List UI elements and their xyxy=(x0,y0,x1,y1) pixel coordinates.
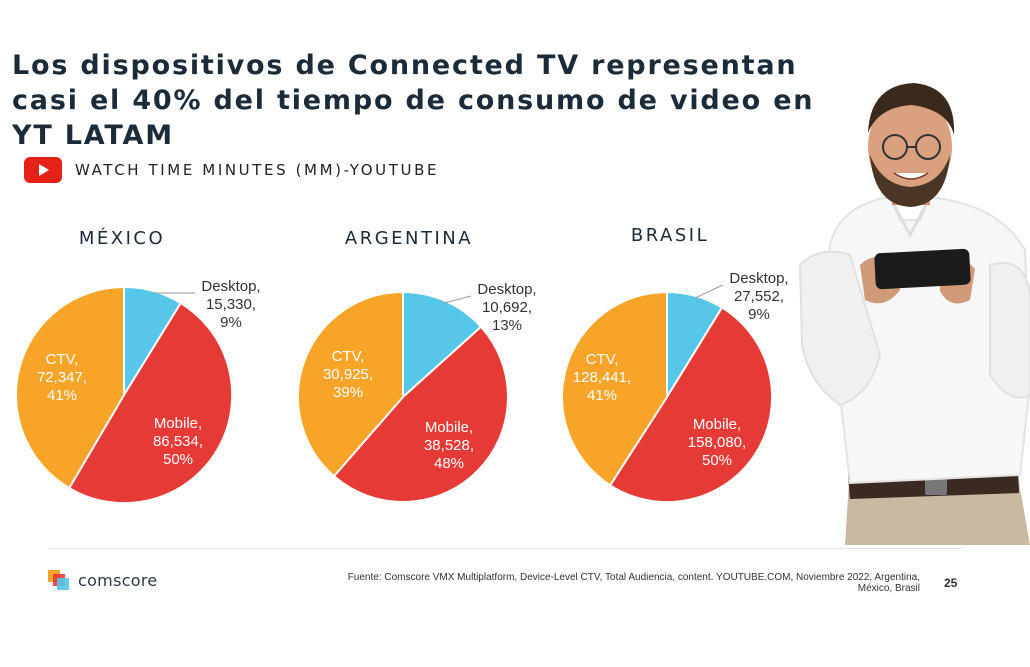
pie-title: BRASIL xyxy=(631,225,709,246)
pie-title: ARGENTINA xyxy=(345,228,473,249)
data-label-desktop: Desktop, 27,552, 9% xyxy=(729,270,788,323)
page-number: 25 xyxy=(944,576,958,590)
left-arm xyxy=(798,250,882,407)
data-label-mobile: Mobile, 158,080, 50% xyxy=(688,416,746,469)
metric-label: WATCH TIME MINUTES (MM)-YOUTUBE xyxy=(75,161,440,179)
source-note: Fuente: Comscore VMX Multiplatform, Devi… xyxy=(347,572,920,594)
pie-slice-ctv xyxy=(297,290,404,478)
data-label-mobile: Mobile, 86,534, 50% xyxy=(153,415,203,468)
data-label-ctv: CTV, 72,347, 41% xyxy=(37,351,87,404)
pie-slice-mobile xyxy=(67,301,234,505)
footer-divider xyxy=(48,548,963,549)
youtube-icon xyxy=(24,157,62,183)
metric-header: WATCH TIME MINUTES (MM)-YOUTUBE xyxy=(24,156,439,184)
pie-slice-ctv xyxy=(561,290,668,487)
brand-name: comscore xyxy=(78,570,158,590)
comscore-logo-icon xyxy=(48,570,69,590)
comscore-logo: comscore xyxy=(48,570,158,590)
data-label-desktop: Desktop, 15,330, 9% xyxy=(201,278,260,331)
hair xyxy=(868,83,955,135)
pie-title: MÉXICO xyxy=(79,227,165,249)
data-label-ctv: CTV, 128,441, 41% xyxy=(573,351,631,404)
smile xyxy=(893,172,929,180)
pie-slice-mobile xyxy=(608,306,774,504)
man-with-phone-photo xyxy=(798,83,1030,545)
data-label-desktop: Desktop, 10,692, 13% xyxy=(477,281,536,334)
data-label-ctv: CTV, 30,925, 39% xyxy=(323,348,373,401)
pie-slice-desktop xyxy=(402,290,483,400)
page-title: Los dispositivos de Connected TV represe… xyxy=(12,50,815,151)
phone xyxy=(874,248,971,290)
desktop-leader-line xyxy=(444,295,472,304)
beard xyxy=(870,155,950,207)
desktop-leader-line xyxy=(694,284,724,299)
data-label-mobile: Mobile, 38,528, 48% xyxy=(424,419,474,472)
right-arm xyxy=(989,262,1030,399)
pie-slice-mobile xyxy=(332,325,509,503)
pie-slice-ctv xyxy=(15,285,125,490)
shirt-collar xyxy=(888,196,932,239)
